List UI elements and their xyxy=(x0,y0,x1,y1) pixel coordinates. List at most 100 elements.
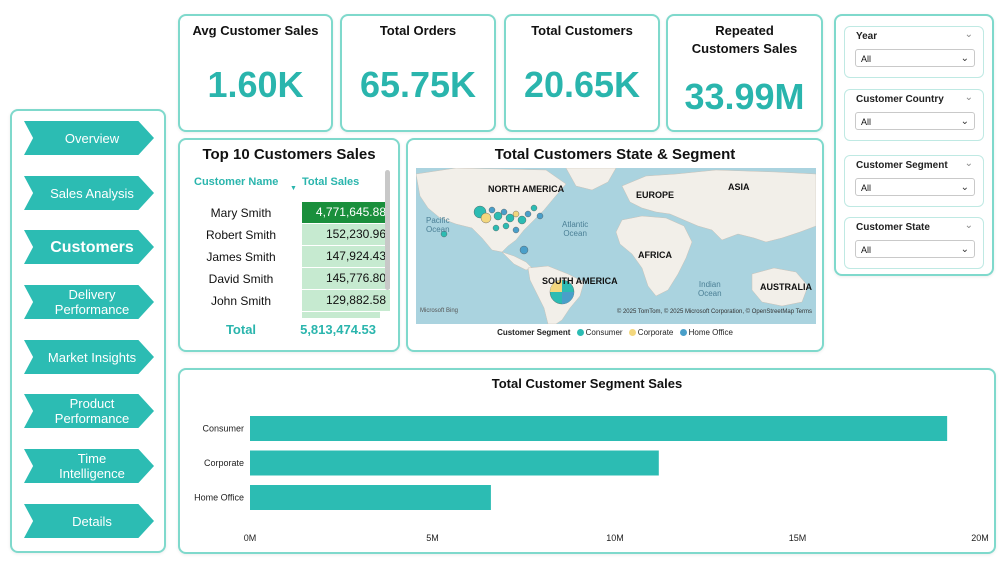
filter-panel: Year ⌄ All ⌄ Customer Country ⌄ All ⌄ Cust… xyxy=(834,14,994,276)
ocean-text: Ocean xyxy=(698,289,722,298)
nav-customers-button[interactable]: Customers xyxy=(24,230,154,264)
total-label: Total xyxy=(225,322,257,337)
nav-label: Time Intelligence xyxy=(31,451,147,481)
nav-label-line2: Performance xyxy=(54,302,130,317)
chevron-down-icon: ⌄ xyxy=(960,53,969,64)
nav-sales-analysis-button[interactable]: Sales Analysis xyxy=(24,176,154,210)
table-row[interactable]: Mary Smith 4,771,645.88 xyxy=(192,202,390,223)
map-label-africa: AFRICA xyxy=(638,250,672,260)
customer-name: John Smith xyxy=(210,294,272,308)
africa-landmass xyxy=(615,215,693,297)
nav-label-line2: Intelligence xyxy=(59,466,125,481)
customer-name: Mary Smith xyxy=(210,206,272,220)
map-attribution[interactable]: © 2025 TomTom, © 2025 Microsoft Corporat… xyxy=(616,309,812,315)
table-row[interactable]: James Smith 147,924.43 xyxy=(192,246,390,267)
map-label-europe: EUROPE xyxy=(636,190,675,200)
dropdown-value: All xyxy=(861,183,872,193)
bar-corporate[interactable] xyxy=(250,450,659,476)
nav-label: Product Performance xyxy=(31,396,147,426)
x-tick-label: 5M xyxy=(426,533,439,543)
table-scrollbar[interactable] xyxy=(385,170,390,290)
bing-logo: Microsoft Bing xyxy=(420,308,459,314)
greenland-landmass xyxy=(565,168,617,191)
chevron-down-icon[interactable]: ⌄ xyxy=(964,220,973,231)
customer-name: Robert Smith xyxy=(205,228,277,242)
column-header-total-sales[interactable]: Total Sales xyxy=(302,176,360,188)
kpi-label-line1: Repeated xyxy=(715,23,774,38)
world-map[interactable]: NORTH AMERICA EUROPE ASIA Pacific Ocean A… xyxy=(416,168,816,324)
category-label: Consumer xyxy=(202,424,244,434)
nav-label-line1: Delivery xyxy=(68,287,116,302)
kpi-value: 33.99M xyxy=(684,76,805,117)
customer-state-slicer: Customer State ⌄ All ⌄ xyxy=(844,217,984,269)
bar-home-office[interactable] xyxy=(250,485,491,510)
kpi-total-orders: Total Orders 65.75K xyxy=(340,14,496,132)
nav-details-button[interactable]: Details xyxy=(24,504,154,538)
category-label: Home Office xyxy=(194,493,244,503)
chevron-down-icon: ⌄ xyxy=(960,244,969,255)
eurasia-landmass xyxy=(621,169,816,243)
nav-overview-button[interactable]: Overview xyxy=(24,121,154,155)
chevron-down-icon[interactable]: ⌄ xyxy=(964,29,973,40)
kpi-label: Avg Customer Sales xyxy=(192,23,319,38)
navigation-panel: Overview Sales Analysis Customers Delive… xyxy=(10,109,166,553)
map-title: Total Customers State & Segment xyxy=(494,146,736,163)
customer-state-dropdown[interactable]: All ⌄ xyxy=(855,240,975,258)
ocean-text: Ocean xyxy=(426,225,450,234)
map-label-asia: ASIA xyxy=(728,182,750,192)
kpi-label: Repeated Customers Sales xyxy=(668,22,821,58)
kpi-value: 1.60K xyxy=(207,64,304,105)
nav-label: Sales Analysis xyxy=(50,185,134,201)
kpi-avg-customer-sales: Avg Customer Sales 1.60K xyxy=(178,14,333,132)
year-dropdown[interactable]: All ⌄ xyxy=(855,49,975,67)
central-america-landmass xyxy=(501,251,533,271)
nav-time-intelligence-button[interactable]: Time Intelligence xyxy=(24,449,154,483)
legend-swatch-corporate xyxy=(628,329,636,337)
customer-name: David Smith xyxy=(208,272,274,286)
customer-sales: 4,771,645.88 xyxy=(302,202,390,223)
top-customers-table: Top 10 Customers Sales Customer Name ▼ T… xyxy=(178,138,400,352)
customer-sales: 129,882.58 xyxy=(302,290,390,311)
dropdown-value: All xyxy=(861,245,872,255)
atlantic-text: Atlantic xyxy=(562,220,589,229)
nav-label: Customers xyxy=(50,238,134,256)
nav-label-line1: Product xyxy=(69,396,115,411)
legend-label: Corporate xyxy=(637,328,674,337)
customer-sales: 145,776.80 xyxy=(302,268,390,289)
sort-desc-icon[interactable]: ▼ xyxy=(290,185,297,192)
map-label-australia: AUSTRALIA xyxy=(760,282,812,292)
bar-chart-svg: Consumer Corporate Home Office 0M 5M 10M 15M 20… xyxy=(194,416,989,543)
year-slicer: Year ⌄ All ⌄ xyxy=(844,26,984,78)
map-legend: Customer Segment Consumer Corporate Home… xyxy=(408,328,822,337)
chevron-down-icon: ⌄ xyxy=(960,116,969,127)
kpi-label: Total Customers xyxy=(531,23,633,38)
x-tick-label: 15M xyxy=(789,533,807,543)
table-row[interactable]: Robert Smith 152,230.96 xyxy=(192,224,390,245)
customer-country-dropdown[interactable]: All ⌄ xyxy=(855,112,975,130)
table-row[interactable]: John Smith 129,882.58 xyxy=(192,290,390,311)
dropdown-value: All xyxy=(861,54,872,64)
x-tick-label: 10M xyxy=(606,533,624,543)
bar-consumer[interactable] xyxy=(250,416,948,441)
customer-country-slicer: Customer Country ⌄ All ⌄ xyxy=(844,89,984,141)
kpi-label-line2: Customers Sales xyxy=(691,41,798,56)
table-row[interactable]: David Smith 145,776.80 xyxy=(192,268,390,289)
chart-title: Total Customer Segment Sales xyxy=(491,376,683,391)
customer-segment-dropdown[interactable]: All ⌄ xyxy=(855,178,975,196)
legend-swatch-consumer xyxy=(576,329,584,337)
column-header-customer-name[interactable]: Customer Name xyxy=(194,176,279,188)
world-map-graphic xyxy=(416,168,816,324)
nav-delivery-performance-button[interactable]: Delivery Performance xyxy=(24,285,154,319)
kpi-repeated-customers-sales: Repeated Customers Sales 33.99M xyxy=(666,14,823,132)
chevron-down-icon[interactable]: ⌄ xyxy=(964,92,973,103)
legend-label: Consumer xyxy=(585,328,623,337)
nav-product-performance-button[interactable]: Product Performance xyxy=(24,394,154,428)
nav-market-insights-button[interactable]: Market Insights xyxy=(24,340,154,374)
legend-title: Customer Segment xyxy=(497,328,571,337)
map-label-indian: Indian Ocean xyxy=(698,280,722,298)
slicer-title: Customer State xyxy=(856,222,930,233)
nav-label: Overview xyxy=(64,130,120,146)
kpi-total-customers: Total Customers 20.65K xyxy=(504,14,660,132)
customer-segment-slicer: Customer Segment ⌄ All ⌄ xyxy=(844,155,984,207)
chevron-down-icon[interactable]: ⌄ xyxy=(964,158,973,169)
